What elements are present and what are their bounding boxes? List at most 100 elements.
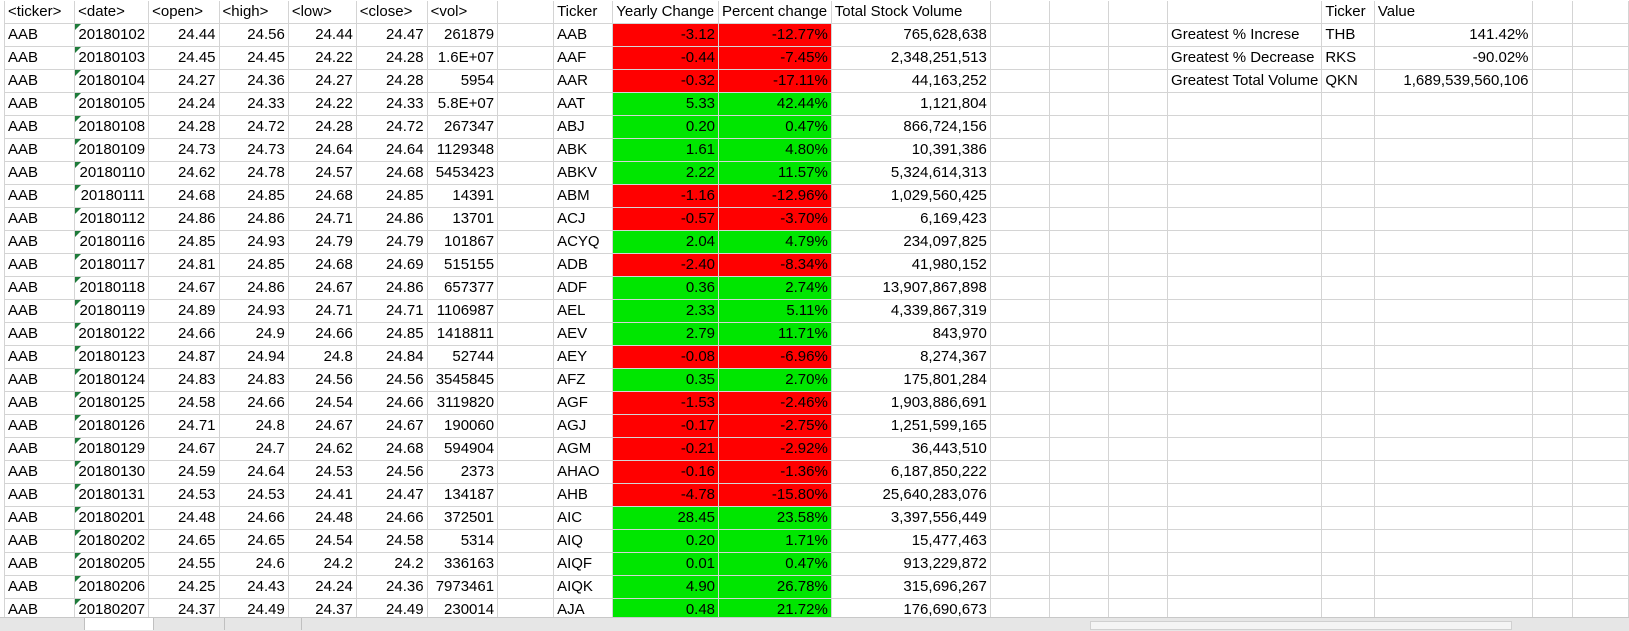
raw-data-cell[interactable]: 24.85 — [356, 322, 428, 346]
summary-value-cell[interactable]: -17.11% — [718, 69, 832, 93]
raw-data-cell[interactable]: 24.78 — [219, 161, 289, 185]
empty-cell[interactable] — [990, 437, 1050, 461]
summary-value-cell[interactable]: -12.96% — [718, 184, 832, 208]
empty-cell[interactable] — [1572, 207, 1629, 231]
empty-cell[interactable] — [1532, 23, 1573, 47]
empty-cell[interactable] — [1049, 391, 1109, 415]
empty-cell[interactable] — [1321, 391, 1375, 415]
empty-cell[interactable] — [1532, 460, 1573, 484]
raw-data-cell[interactable]: 24.55 — [148, 552, 220, 576]
summary-value-cell[interactable]: -1.36% — [718, 460, 832, 484]
empty-cell[interactable] — [1374, 207, 1533, 231]
summary-ticker-cell[interactable]: AAR — [553, 69, 614, 93]
raw-data-cell[interactable]: 3119820 — [427, 391, 499, 415]
empty-cell[interactable] — [1321, 161, 1375, 185]
empty-cell[interactable] — [1572, 230, 1629, 254]
empty-cell[interactable] — [1572, 529, 1629, 553]
empty-cell[interactable] — [1049, 322, 1109, 346]
empty-cell[interactable] — [1049, 437, 1109, 461]
empty-cell[interactable] — [1167, 299, 1323, 323]
date-cell[interactable]: 20180119 — [74, 299, 150, 323]
empty-cell[interactable] — [1374, 414, 1533, 438]
raw-data-cell[interactable]: 24.48 — [288, 506, 357, 530]
summary-ticker-cell[interactable]: AAB — [553, 23, 614, 47]
empty-cell[interactable] — [1049, 161, 1109, 185]
empty-cell[interactable] — [1321, 437, 1375, 461]
empty-cell[interactable] — [1374, 575, 1533, 599]
raw-data-cell[interactable]: 24.68 — [288, 184, 357, 208]
empty-cell[interactable] — [1321, 92, 1375, 116]
empty-cell[interactable] — [1167, 345, 1323, 369]
empty-cell[interactable] — [1167, 460, 1323, 484]
raw-data-cell[interactable]: 24.79 — [288, 230, 357, 254]
date-cell[interactable]: 20180122 — [74, 322, 150, 346]
raw-data-cell[interactable]: 24.71 — [148, 414, 220, 438]
empty-cell[interactable] — [1108, 253, 1169, 277]
empty-cell[interactable] — [990, 414, 1050, 438]
summary-value-cell[interactable]: 175,801,284 — [831, 368, 991, 392]
summary-value-cell[interactable]: 1,121,804 — [831, 92, 991, 116]
summary-value-cell[interactable]: -2.46% — [718, 391, 832, 415]
empty-cell[interactable] — [990, 368, 1050, 392]
stats-ticker-cell[interactable]: RKS — [1321, 46, 1375, 70]
empty-cell[interactable] — [497, 575, 555, 599]
empty-cell[interactable] — [497, 276, 555, 300]
summary-value-cell[interactable]: 234,097,825 — [831, 230, 991, 254]
empty-cell[interactable] — [990, 460, 1050, 484]
raw-data-cell[interactable]: 24.8 — [219, 414, 289, 438]
empty-cell[interactable] — [1321, 322, 1375, 346]
empty-cell[interactable] — [1374, 529, 1533, 553]
empty-cell[interactable] — [1049, 483, 1109, 507]
empty-cell[interactable] — [1572, 322, 1629, 346]
summary-value-cell[interactable]: 1,251,599,165 — [831, 414, 991, 438]
empty-cell[interactable] — [1167, 391, 1323, 415]
empty-cell[interactable] — [1532, 253, 1573, 277]
empty-cell[interactable] — [497, 230, 555, 254]
date-cell[interactable]: 20180111 — [74, 184, 150, 208]
date-cell[interactable]: 20180129 — [74, 437, 150, 461]
raw-data-cell[interactable]: AAB — [3, 138, 76, 162]
empty-cell[interactable] — [1108, 184, 1169, 208]
empty-cell[interactable] — [1049, 414, 1109, 438]
raw-data-cell[interactable]: AAB — [3, 276, 76, 300]
raw-data-cell[interactable]: 24.68 — [288, 253, 357, 277]
empty-cell[interactable] — [1049, 184, 1109, 208]
raw-data-cell[interactable]: 24.67 — [148, 437, 220, 461]
date-cell[interactable]: 20180205 — [74, 552, 150, 576]
empty-cell[interactable] — [1049, 138, 1109, 162]
date-cell[interactable]: 20180126 — [74, 414, 150, 438]
empty-cell[interactable] — [1108, 575, 1169, 599]
summary-value-cell[interactable]: 6,187,850,222 — [831, 460, 991, 484]
raw-data-cell[interactable]: 24.71 — [288, 207, 357, 231]
raw-data-cell[interactable]: 594904 — [427, 437, 499, 461]
summary-value-cell[interactable]: 1,903,886,691 — [831, 391, 991, 415]
raw-header-cell[interactable]: <vol> — [427, 1, 499, 24]
raw-data-cell[interactable]: 24.94 — [219, 345, 289, 369]
summary-ticker-cell[interactable]: AIQ — [553, 529, 614, 553]
empty-cell[interactable] — [1572, 552, 1629, 576]
raw-data-cell[interactable]: 24.33 — [356, 92, 428, 116]
raw-data-cell[interactable]: 24.36 — [356, 575, 428, 599]
summary-ticker-cell[interactable]: ACYQ — [553, 230, 614, 254]
raw-data-cell[interactable]: 24.67 — [148, 276, 220, 300]
stats-value-cell[interactable]: 1,689,539,560,106 — [1374, 69, 1533, 93]
raw-data-cell[interactable]: 24.67 — [288, 414, 357, 438]
raw-data-cell[interactable]: AAB — [3, 230, 76, 254]
summary-value-cell[interactable]: 4,339,867,319 — [831, 299, 991, 323]
empty-cell[interactable] — [990, 23, 1050, 47]
raw-data-cell[interactable]: 24.85 — [219, 184, 289, 208]
empty-cell[interactable] — [1374, 299, 1533, 323]
empty-cell[interactable] — [1321, 552, 1375, 576]
empty-cell[interactable] — [1108, 368, 1169, 392]
empty-cell[interactable] — [1374, 460, 1533, 484]
raw-data-cell[interactable]: 24.66 — [356, 506, 428, 530]
summary-ticker-cell[interactable]: AHAO — [553, 460, 614, 484]
raw-data-cell[interactable]: AAB — [3, 391, 76, 415]
summary-value-cell[interactable]: 44,163,252 — [831, 69, 991, 93]
raw-data-cell[interactable]: AAB — [3, 368, 76, 392]
raw-data-cell[interactable]: 24.72 — [219, 115, 289, 139]
raw-data-cell[interactable]: 24.64 — [219, 460, 289, 484]
empty-cell[interactable] — [1108, 207, 1169, 231]
empty-cell[interactable] — [497, 207, 555, 231]
raw-data-cell[interactable]: 5314 — [427, 529, 499, 553]
